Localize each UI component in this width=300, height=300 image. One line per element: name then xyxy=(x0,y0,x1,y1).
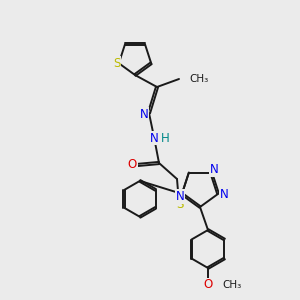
Text: O: O xyxy=(203,278,213,292)
Text: CH₃: CH₃ xyxy=(222,280,241,290)
Text: CH₃: CH₃ xyxy=(189,74,208,84)
Text: O: O xyxy=(128,158,136,172)
Text: H: H xyxy=(160,131,169,145)
Text: S: S xyxy=(113,57,121,70)
Text: N: N xyxy=(140,107,148,121)
Text: N: N xyxy=(220,188,228,201)
Text: S: S xyxy=(176,197,184,211)
Text: N: N xyxy=(176,190,184,203)
Text: N: N xyxy=(210,163,218,176)
Text: N: N xyxy=(150,131,158,145)
